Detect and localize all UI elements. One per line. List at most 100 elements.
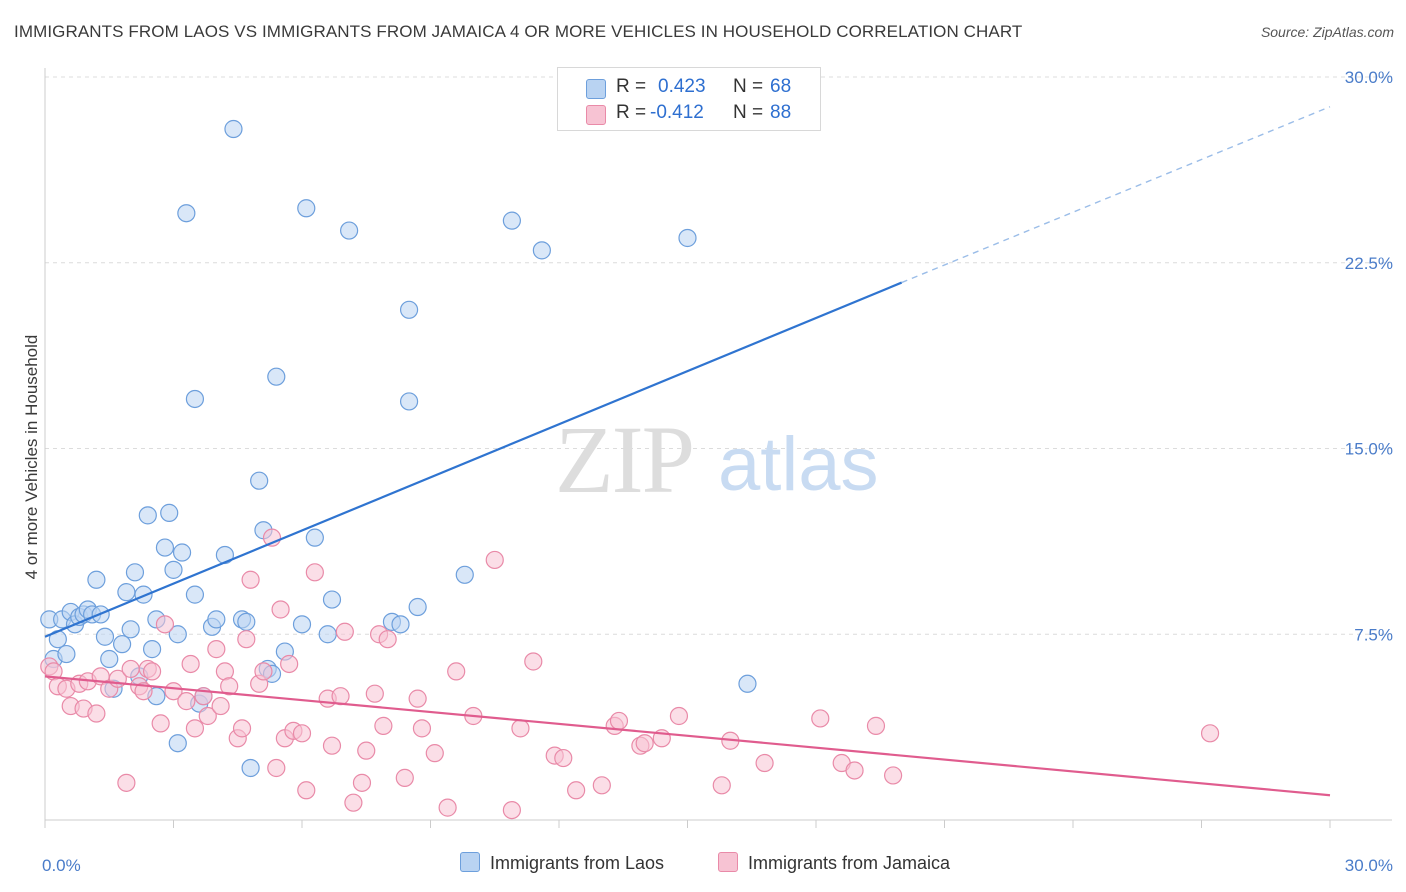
bottom-legend-swatch-jamaica xyxy=(718,852,738,872)
laos-point xyxy=(267,367,286,386)
laos-point xyxy=(237,612,256,631)
laos-point xyxy=(292,615,312,634)
laos-point xyxy=(57,644,76,664)
bottom-legend-laos: Immigrants from Laos xyxy=(460,852,664,874)
jamaica-point xyxy=(211,696,230,716)
chart-title: IMMIGRANTS FROM LAOS VS IMMIGRANTS FROM … xyxy=(14,22,1023,41)
jamaica-point xyxy=(395,768,414,787)
laos-point xyxy=(399,300,419,319)
jamaica-point xyxy=(254,662,273,681)
jamaica-point xyxy=(181,654,200,674)
jamaica-point xyxy=(866,716,886,735)
laos-point xyxy=(340,221,359,240)
bottom-legend-jamaica: Immigrants from Jamaica xyxy=(718,852,950,874)
jamaica-point xyxy=(344,793,363,812)
jamaica-point xyxy=(207,640,226,659)
jamaica-point xyxy=(883,766,903,785)
laos-point xyxy=(399,392,419,411)
bottom-legend-swatch-laos xyxy=(460,852,480,872)
laos-point xyxy=(172,543,192,562)
laos-point xyxy=(160,503,179,522)
watermark-atlas: atlas xyxy=(718,422,879,507)
laos-point xyxy=(142,640,162,659)
laos-point xyxy=(185,389,205,409)
laos-point xyxy=(502,211,521,230)
laos-point xyxy=(224,119,243,139)
grid-lines xyxy=(45,76,1392,635)
laos-point xyxy=(125,563,145,582)
laos-point xyxy=(138,506,157,525)
jamaica-point xyxy=(554,748,573,768)
jamaica-point xyxy=(408,689,427,708)
laos-point xyxy=(117,583,136,602)
jamaica-point xyxy=(567,781,586,800)
laos-point xyxy=(168,734,187,753)
jamaica-point xyxy=(142,662,162,681)
laos-point xyxy=(100,649,119,669)
legend-n-value-laos: 68 xyxy=(770,76,792,97)
laos-point xyxy=(112,635,132,654)
laos-point xyxy=(207,610,226,629)
jamaica-point xyxy=(447,662,466,681)
chart-source: Source: ZipAtlas.com xyxy=(1260,24,1394,40)
legend-r-value-jamaica: -0.412 xyxy=(650,102,704,123)
laos-point xyxy=(155,538,175,557)
series-laos-points xyxy=(40,119,757,778)
jamaica-point xyxy=(267,758,286,778)
laos-point xyxy=(322,590,342,609)
jamaica-point xyxy=(712,776,731,795)
laos-point xyxy=(241,758,260,778)
laos-point xyxy=(678,228,697,248)
legend-swatch-jamaica xyxy=(586,105,606,125)
jamaica-point xyxy=(365,684,384,703)
jamaica-point xyxy=(485,550,504,570)
jamaica-point xyxy=(185,719,205,738)
laos-point xyxy=(305,528,324,547)
jamaica-point xyxy=(357,741,376,760)
legend-n-label: N = xyxy=(733,76,764,97)
laos-point xyxy=(250,471,269,490)
tick-labels: 7.5% 15.0% 22.5% 30.0% 0.0% 30.0% xyxy=(42,68,1393,875)
jamaica-point xyxy=(609,711,629,731)
y-tick-label: 22.5% xyxy=(1345,254,1393,273)
laos-point xyxy=(738,674,757,693)
trendlines xyxy=(44,106,1331,797)
jamaica-point xyxy=(511,719,530,738)
laos-point xyxy=(455,565,474,584)
jamaica-point xyxy=(322,736,342,755)
trendline-jamaica xyxy=(44,675,1331,797)
trendline-laos xyxy=(44,281,903,638)
jamaica-point xyxy=(502,800,521,820)
jamaica-point xyxy=(845,761,864,780)
jamaica-point xyxy=(87,704,106,723)
jamaica-point xyxy=(237,630,256,649)
legend: R = 0.423 N = 68 R = -0.412 N = 88 xyxy=(557,67,821,131)
jamaica-point xyxy=(412,719,432,738)
laos-point xyxy=(121,620,140,639)
y-axis-label: 4 or more Vehicles in Household xyxy=(22,335,41,580)
jamaica-point xyxy=(220,677,239,696)
jamaica-point xyxy=(425,744,444,763)
legend-r-label: R = xyxy=(616,102,647,123)
jamaica-point xyxy=(297,781,316,800)
jamaica-point xyxy=(271,600,290,619)
jamaica-point xyxy=(241,570,260,589)
jamaica-point xyxy=(524,652,543,671)
jamaica-point xyxy=(335,622,354,641)
legend-n-label: N = xyxy=(733,102,764,123)
laos-point xyxy=(164,560,183,579)
watermark: ZIP atlas xyxy=(555,406,879,513)
jamaica-point xyxy=(305,563,324,582)
jamaica-point xyxy=(280,654,299,674)
legend-swatch-laos xyxy=(586,79,606,99)
series-jamaica-points xyxy=(40,528,1220,820)
jamaica-point xyxy=(755,753,774,773)
laos-point xyxy=(95,627,115,646)
jamaica-point xyxy=(635,734,654,753)
laos-point xyxy=(318,625,337,644)
jamaica-point xyxy=(352,773,372,792)
watermark-zip: ZIP xyxy=(555,406,693,513)
jamaica-point xyxy=(155,615,175,634)
legend-r-value-laos: 0.423 xyxy=(658,76,706,97)
